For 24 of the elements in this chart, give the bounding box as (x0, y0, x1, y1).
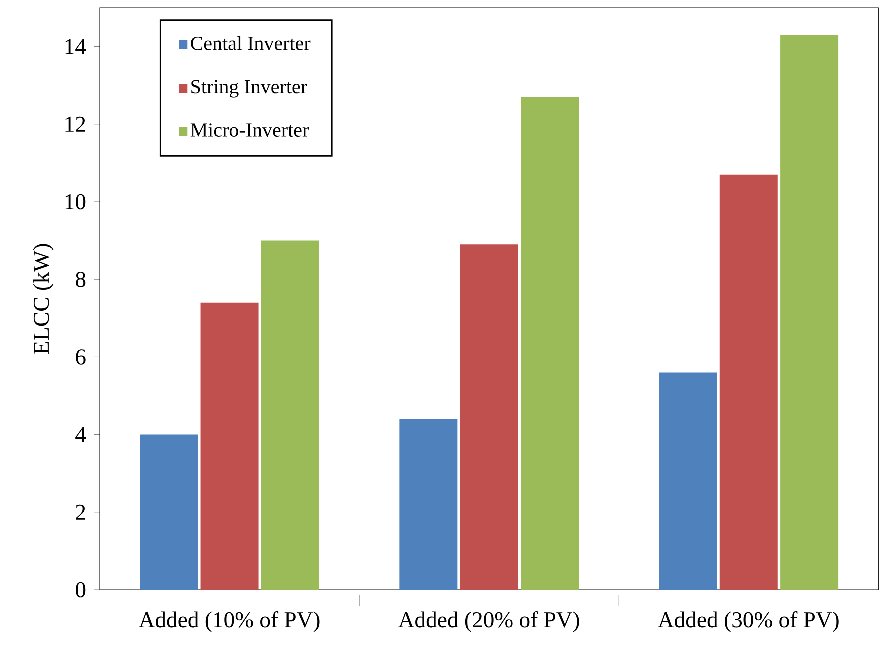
legend-label: Cental Inverter (191, 36, 311, 50)
y-tick-label: 2 (76, 504, 86, 520)
bar (720, 174, 778, 590)
bar (261, 240, 320, 590)
bar (200, 302, 259, 590)
x-tick-label: Added (20% of PV) (398, 612, 580, 632)
legend-label: Micro-Inverter (190, 124, 309, 137)
bar (521, 97, 579, 590)
bar (460, 244, 518, 590)
y-tick-label: 8 (76, 272, 86, 288)
bar (659, 372, 718, 590)
y-tick-label: 4 (76, 427, 86, 442)
y-tick-label: 10 (66, 194, 86, 210)
x-tick-label: Added (30% of PV) (658, 612, 839, 632)
bar (140, 434, 198, 590)
y-tick-label: 0 (76, 582, 86, 598)
y-tick-label: 12 (66, 116, 86, 132)
legend-label: String Inverter (192, 80, 308, 98)
y-axis-title: ELCC (kW) (33, 244, 54, 354)
y-tick-label: 6 (76, 350, 86, 365)
bar (400, 419, 458, 590)
x-tick-label: Added (10% of PV) (139, 612, 320, 632)
y-tick-label: 14 (66, 39, 86, 54)
bar (780, 35, 839, 590)
